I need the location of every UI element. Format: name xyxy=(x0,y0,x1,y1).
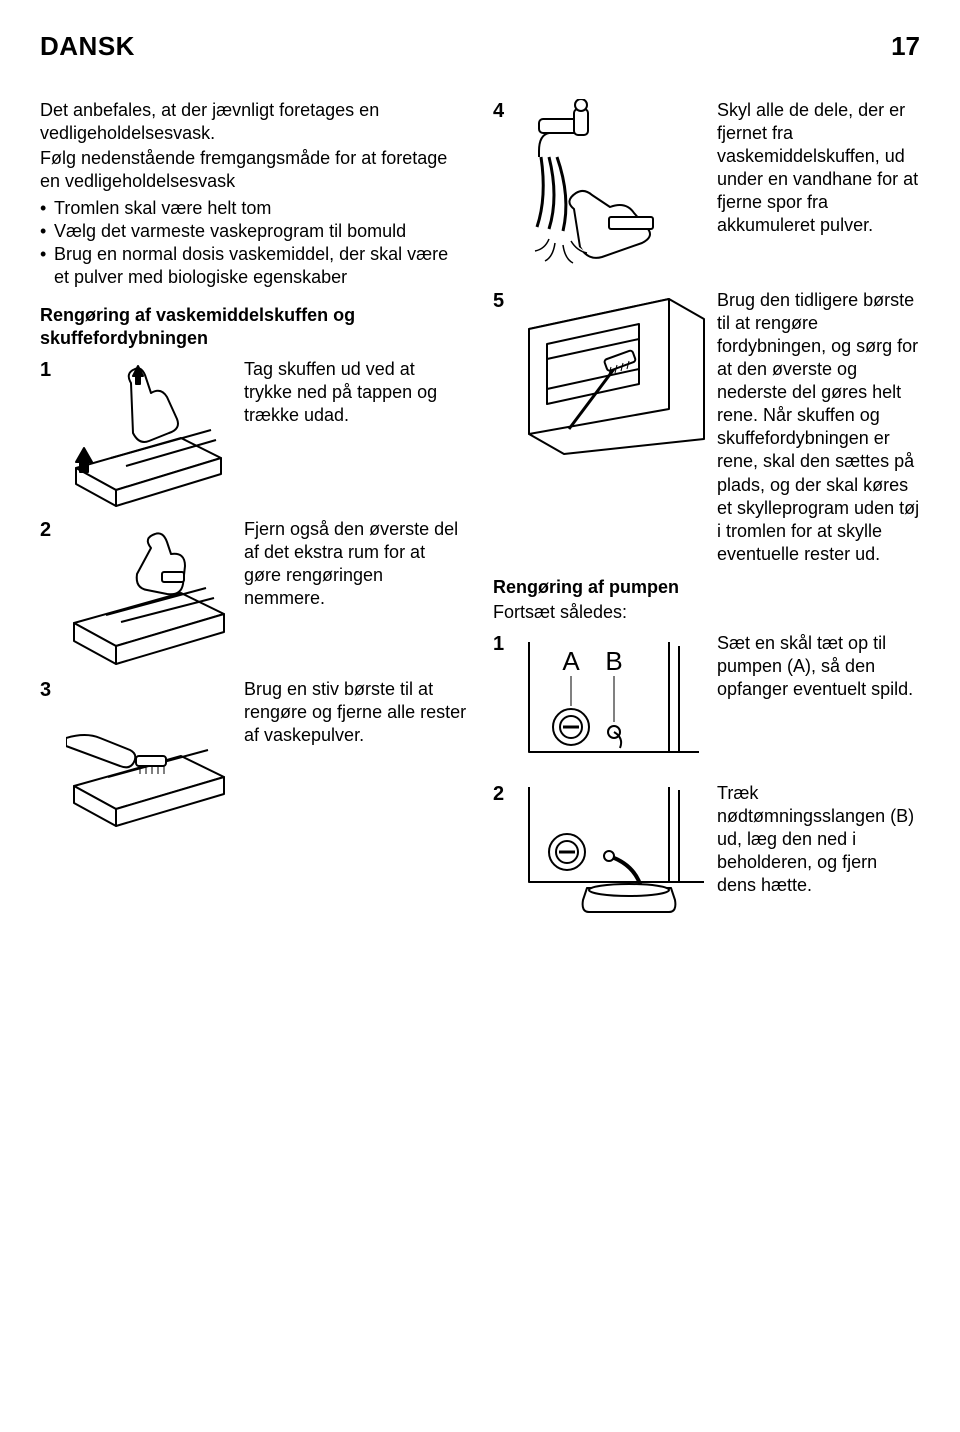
step-1-num: 1 xyxy=(40,358,58,384)
step-4-illustration xyxy=(519,99,709,279)
step-4-num: 4 xyxy=(493,99,511,125)
right-column: 4 xyxy=(493,99,920,941)
pump-step-2: 2 xyxy=(493,782,920,932)
intro-p2: Følg nedenstående fremgangsmåde for at f… xyxy=(40,147,467,193)
section-b-sub: Fortsæt således: xyxy=(493,601,920,624)
left-column: Det anbefales, at der jævnligt foretages… xyxy=(40,99,467,941)
pump-step-1-num: 1 xyxy=(493,632,511,658)
pump-step-1-text: Sæt en skål tæt op til pumpen (A), så de… xyxy=(717,632,920,701)
step-2-num: 2 xyxy=(40,518,58,544)
section-a-heading: Rengøring af vaskemiddelskuffen og skuff… xyxy=(40,304,467,350)
pump-step-2-num: 2 xyxy=(493,782,511,808)
step-5-num: 5 xyxy=(493,289,511,315)
step-3-illustration xyxy=(66,678,236,828)
step-2-illustration xyxy=(66,518,236,668)
step-5-illustration xyxy=(519,289,709,459)
intro-p1: Det anbefales, at der jævnligt foretages… xyxy=(40,99,467,145)
step-1: 1 xyxy=(40,358,467,508)
pump-step-2-illustration xyxy=(519,782,709,932)
step-3-text: Brug en stiv børste til at rengøre og fj… xyxy=(244,678,467,747)
pump-step-1-illustration: A B xyxy=(519,632,709,772)
step-3: 3 xyxy=(40,678,467,828)
step-5: 5 xyxy=(493,289,920,565)
bullet-2: Vælg det varmeste vaskeprogram til bomul… xyxy=(40,220,467,243)
step-1-text: Tag skuffen ud ved at trykke ned på tapp… xyxy=(244,358,467,427)
language-label: DANSK xyxy=(40,30,135,63)
pump-step-1: 1 A xyxy=(493,632,920,772)
step-3-num: 3 xyxy=(40,678,58,704)
bullet-1: Tromlen skal være helt tom xyxy=(40,197,467,220)
step-5-text: Brug den tidligere børste til at rengøre… xyxy=(717,289,920,565)
page-header: DANSK 17 xyxy=(40,30,920,63)
step-4-text: Skyl alle de dele, der er fjernet fra va… xyxy=(717,99,920,237)
intro-block: Det anbefales, at der jævnligt foretages… xyxy=(40,99,467,289)
step-4: 4 xyxy=(493,99,920,279)
step-1-illustration xyxy=(66,358,236,508)
intro-bullets: Tromlen skal være helt tom Vælg det varm… xyxy=(40,197,467,289)
bullet-3: Brug en normal dosis vaskemiddel, der sk… xyxy=(40,243,467,289)
content-columns: Det anbefales, at der jævnligt foretages… xyxy=(40,99,920,941)
step-2-text: Fjern også den øverste del af det ekstra… xyxy=(244,518,467,610)
section-b-heading: Rengøring af pumpen xyxy=(493,576,920,599)
pump-step-2-text: Træk nødtømningsslangen (B) ud, læg den … xyxy=(717,782,920,897)
label-b: B xyxy=(605,646,622,676)
step-2: 2 Fjern og xyxy=(40,518,467,668)
page-number: 17 xyxy=(891,30,920,63)
label-a: A xyxy=(562,646,580,676)
